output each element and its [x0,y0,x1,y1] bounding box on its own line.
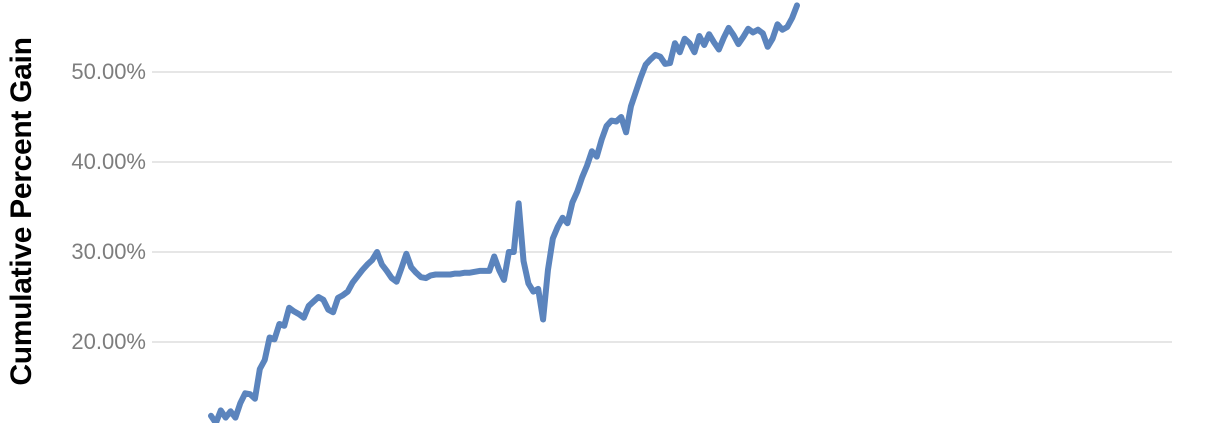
gridline-40 [152,161,1172,163]
series-line-chart [208,2,800,423]
y-axis-tick-labels: 50.00% 40.00% 30.00% 20.00% [24,0,146,423]
y-tick-label-40: 40.00% [71,149,146,174]
gridline-30 [152,251,1172,253]
gridline-20 [152,341,1172,343]
gridline-50 [152,71,1172,73]
y-tick-label-50: 50.00% [71,59,146,84]
plot-area [152,0,1172,423]
series-path-cumulative-percent-gain [208,2,800,423]
y-tick-label-30: 30.00% [71,239,146,264]
y-tick-label-20: 20.00% [71,329,146,354]
